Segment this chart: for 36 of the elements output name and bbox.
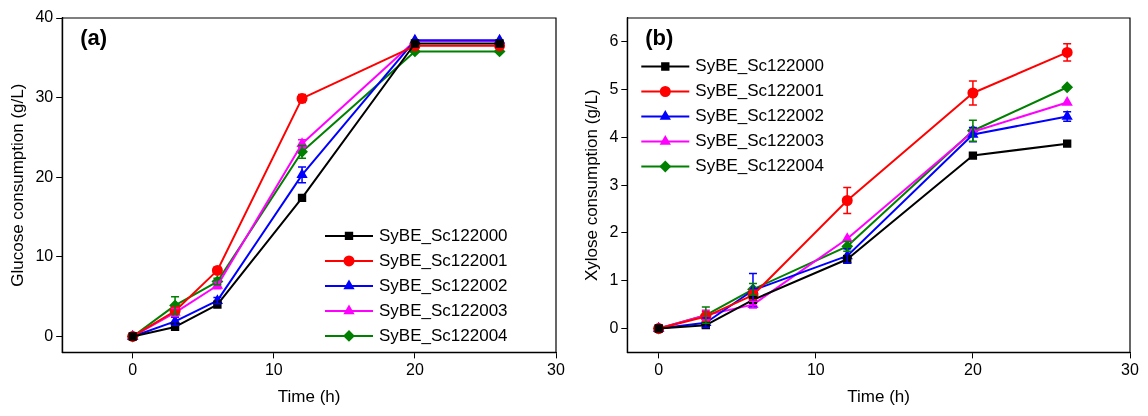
y-tick-label: 5 <box>609 80 619 98</box>
y-tick-label: 0 <box>609 318 619 336</box>
y-tick-label: 40 <box>35 8 54 26</box>
y-tick-label: 30 <box>35 88 54 106</box>
y-tick-label: 10 <box>35 247 54 265</box>
x-tick-label: 10 <box>806 361 825 379</box>
legend-label: SyBE_Sc122001 <box>379 250 508 270</box>
legend-label: SyBE_Sc122004 <box>695 156 824 176</box>
x-tick-label: 30 <box>547 361 565 379</box>
legend-label: SyBE_Sc122001 <box>695 81 824 101</box>
chart-title: (b) <box>645 25 674 51</box>
legend-label: SyBE_Sc122003 <box>379 300 508 320</box>
legend-label: SyBE_Sc122002 <box>695 106 824 126</box>
y-axis-title: Glucose consumption (g/L) <box>7 83 27 287</box>
y-tick-label: 1 <box>609 271 619 289</box>
x-tick-label: 20 <box>964 361 982 379</box>
y-tick-label: 6 <box>609 32 619 50</box>
y-tick-label: 4 <box>609 127 619 145</box>
y-tick-label: 20 <box>35 167 54 185</box>
y-tick-label: 3 <box>609 175 619 193</box>
legend-label: SyBE_Sc122004 <box>379 325 508 345</box>
legend-label: SyBE_Sc122000 <box>695 56 824 76</box>
x-tick-label: 20 <box>406 361 424 379</box>
y-tick-label: 0 <box>44 326 54 344</box>
x-tick-label: 0 <box>128 361 138 379</box>
y-tick-label: 2 <box>609 223 619 241</box>
x-axis-title: Time (h) <box>847 387 910 407</box>
x-tick-label: 30 <box>1121 361 1139 379</box>
chart-title: (a) <box>80 25 108 51</box>
x-tick-label: 10 <box>264 361 283 379</box>
x-tick-label: 0 <box>654 361 664 379</box>
legend-label: SyBE_Sc122003 <box>695 131 824 151</box>
x-axis-title: Time (h) <box>277 387 341 407</box>
legend-label: SyBE_Sc122000 <box>379 225 508 245</box>
y-axis-title: Xylose consumption (g/L) <box>581 89 601 282</box>
legend-label: SyBE_Sc122002 <box>379 275 508 295</box>
